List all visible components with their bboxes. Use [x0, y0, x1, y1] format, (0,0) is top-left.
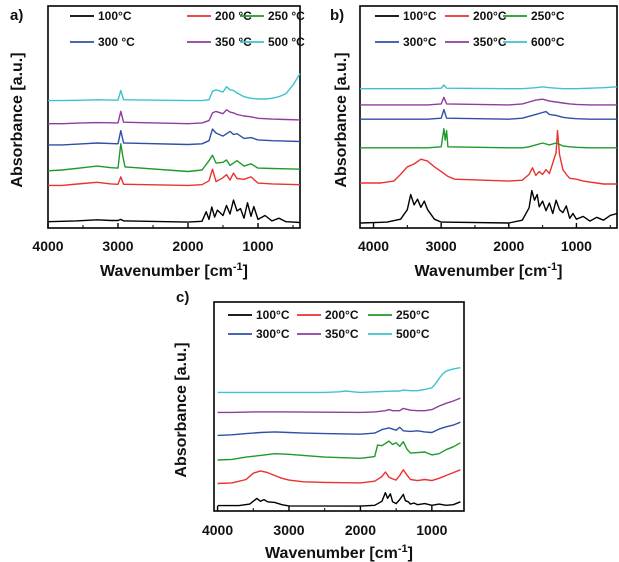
series-line-0: [359, 189, 618, 224]
chart-panel-c: 4000 3000 2000 1000 100°C 200°C 250°C 300°C 350°…: [173, 289, 465, 562]
legend-label: 200°C: [325, 308, 359, 322]
legend-label: 250 °C: [268, 9, 305, 23]
x-axis-title: Wavenumber [cm-1]: [265, 543, 413, 562]
x-tick-label: 2000: [493, 238, 524, 254]
legend-label: 250°C: [396, 308, 430, 322]
series-line-0: [47, 199, 301, 224]
legend-label: 350 °C: [215, 35, 252, 49]
plot-frame: [213, 301, 465, 512]
y-axis-title: Absorbance [a.u.]: [9, 52, 26, 187]
series-line-5: [217, 367, 461, 394]
legend-label: 500°C: [396, 327, 430, 341]
series-line-4: [360, 96, 617, 106]
legend-label: 250°C: [531, 9, 565, 23]
x-tick-label: 4000: [202, 522, 233, 538]
legend-label: 500 °C: [268, 35, 305, 49]
x-tick-label: 3000: [426, 238, 457, 254]
x-axis-title: Wavenumber [cm-1]: [415, 261, 563, 280]
series-line-5: [360, 84, 618, 90]
series-line-2: [360, 127, 617, 149]
x-tick-label: 3000: [102, 238, 133, 254]
series-line-1: [360, 129, 617, 185]
series-line-3: [48, 128, 301, 146]
series-line-3: [217, 421, 461, 437]
legend-label: 300°C: [403, 35, 437, 49]
chart-panel-b: 4000 3000 2000 1000 100°C 200°C 250°C 300°C 350°…: [330, 5, 618, 280]
legend-label: 200°C: [473, 9, 507, 23]
x-tick-label: 4000: [358, 238, 389, 254]
series-line-5: [48, 73, 301, 102]
series-line-4: [217, 397, 461, 414]
legend-label: 100°C: [98, 9, 132, 23]
x-tick-label: 4000: [32, 238, 63, 254]
x-tick-label: 1000: [416, 522, 447, 538]
x-tick-label: 2000: [172, 238, 203, 254]
legend-label: 350°C: [473, 35, 507, 49]
panel-label: c): [176, 289, 189, 306]
panel-label: a): [10, 7, 23, 24]
series-line-3: [360, 108, 617, 120]
panel-label: b): [330, 7, 344, 24]
y-axis-title: Absorbance [a.u.]: [173, 342, 190, 477]
series-line-2: [217, 440, 461, 461]
plot-frame: [47, 5, 301, 229]
chart-panel-a: 4000 3000 2000 1000 100°C 200 °C 250 °C 300 °C 3…: [9, 5, 305, 280]
plot-frame: [359, 5, 618, 229]
x-axis-title: Wavenumber [cm-1]: [100, 261, 248, 280]
legend-label: 300 °C: [98, 35, 135, 49]
series-line-1: [48, 168, 301, 187]
series-line-0: [217, 492, 461, 507]
x-tick-label: 1000: [561, 238, 592, 254]
y-axis-title: Absorbance [a.u.]: [333, 52, 350, 187]
legend-label: 300°C: [256, 327, 290, 341]
x-tick-label: 1000: [242, 238, 273, 254]
x-tick-label: 2000: [345, 522, 376, 538]
series-line-1: [217, 469, 461, 485]
series-line-2: [47, 143, 301, 173]
legend-label: 350°C: [325, 327, 359, 341]
legend-label: 600°C: [531, 35, 565, 49]
legend-label: 100°C: [403, 9, 437, 23]
x-tick-label: 3000: [273, 522, 304, 538]
series-line-4: [48, 109, 301, 125]
legend-label: 100°C: [256, 308, 290, 322]
legend-label: 200 °C: [215, 9, 252, 23]
